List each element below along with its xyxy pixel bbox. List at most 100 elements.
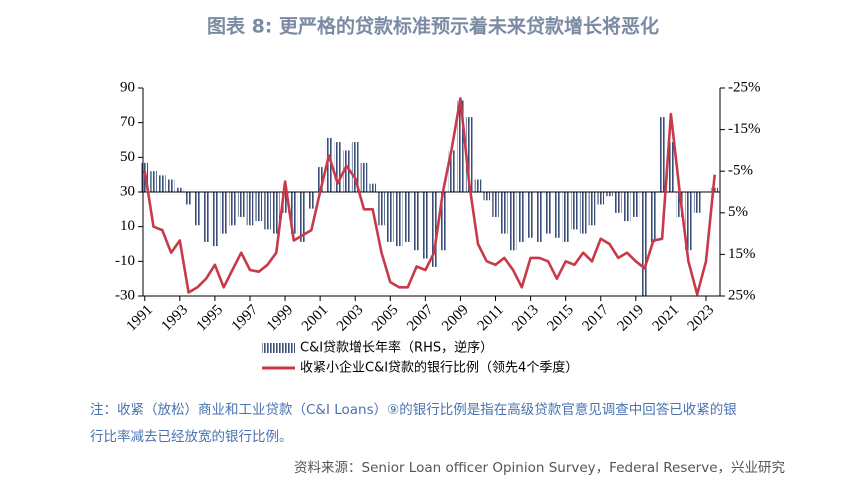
bar [536, 192, 543, 242]
bar [483, 192, 491, 201]
bar [343, 150, 350, 192]
bar [360, 162, 368, 192]
bar [518, 192, 526, 242]
y2-tick-label: 5% [728, 204, 748, 220]
bar [509, 192, 517, 251]
bar [641, 192, 648, 296]
x-tick-label: 2011 [475, 302, 507, 334]
chart-title: 图表 8: 更严格的贷款标准预示着未来贷款增长将恶化 [207, 15, 659, 38]
y-tick-label: 70 [120, 114, 135, 130]
bar [588, 192, 596, 226]
bar [658, 117, 666, 192]
x-tick-label: 2005 [369, 302, 402, 335]
bar [650, 192, 657, 242]
bar [439, 192, 447, 251]
y2-tick-label: -5% [728, 163, 753, 179]
line [143, 97, 716, 296]
y2-tick-label: -15% [728, 121, 761, 137]
x-tick-label: 2019 [615, 302, 648, 335]
x-tick-label: 1993 [159, 302, 192, 335]
bar [167, 179, 175, 192]
y-tick-label: 30 [120, 183, 135, 199]
bar [667, 142, 675, 192]
x-tick-label: 2015 [544, 302, 577, 335]
bar [597, 192, 605, 205]
bar [255, 192, 263, 222]
legend-label: C&I贷款增长年率（RHS，逆序） [300, 340, 493, 356]
x-tick-label: 2003 [334, 302, 367, 335]
bar [571, 192, 578, 230]
bar [176, 187, 184, 192]
x-tick-label: 1991 [123, 302, 156, 335]
bar [474, 179, 482, 192]
bar [325, 137, 333, 192]
x-tick-label: 2009 [439, 302, 472, 335]
bar [229, 192, 236, 226]
bar [676, 192, 683, 217]
y-tick-label: 10 [120, 218, 135, 234]
bar [632, 192, 640, 217]
x-tick-label: 2017 [579, 302, 612, 335]
y-tick-label: -30 [115, 287, 135, 303]
legend-swatch-bar [262, 343, 295, 353]
bar [220, 192, 227, 234]
bar [500, 192, 508, 234]
y2-tick-label: 25% [728, 287, 756, 303]
bar [185, 192, 192, 205]
bar [413, 192, 420, 251]
x-tick-label: 2007 [404, 302, 437, 335]
bar [430, 192, 438, 267]
bar [614, 192, 622, 213]
bar [527, 192, 534, 238]
x-tick-label: 2021 [650, 302, 683, 335]
bar [606, 192, 613, 197]
bar [378, 192, 385, 226]
bar [264, 192, 271, 230]
y-tick-label: 50 [120, 149, 135, 165]
x-tick-label: 1997 [229, 302, 262, 335]
bar [492, 192, 499, 217]
bar [579, 192, 587, 234]
bar [685, 192, 692, 251]
x-tick-label: 2013 [509, 302, 542, 335]
bar [465, 117, 473, 192]
y-tick-label: 90 [120, 79, 135, 95]
bar [553, 192, 561, 238]
bar [334, 142, 341, 192]
bar [693, 192, 701, 213]
legend-label: 收紧小企业C&I贷款的银行比例（领先4个季度） [300, 360, 578, 376]
bar [386, 192, 394, 242]
bar [457, 100, 464, 192]
bar [159, 175, 166, 192]
bar [194, 192, 201, 226]
x-tick-label: 1995 [194, 302, 227, 335]
bar [308, 192, 315, 209]
bar [623, 192, 631, 222]
note: 行比率减去已经放宽的银行比例。 [90, 428, 293, 445]
bar [150, 171, 157, 192]
bar [281, 192, 289, 213]
note: 注：收紧（放松）商业和工业贷款（C&I Loans）⑨的银行比例是指在高级贷款官… [90, 401, 737, 418]
bar [351, 142, 359, 192]
bar [211, 192, 219, 247]
bar [711, 187, 719, 192]
x-tick-label: 1999 [264, 302, 297, 335]
bar [273, 192, 280, 234]
bar [316, 167, 324, 192]
bar [299, 192, 306, 242]
bar [395, 192, 403, 247]
bar [369, 183, 377, 192]
bar [237, 192, 245, 217]
bar [202, 192, 210, 242]
y2-tick-label: -25% [728, 79, 761, 95]
x-tick-label: 2023 [685, 302, 718, 335]
source: 资料来源：Senior Loan officer Opinion Survey，… [294, 460, 785, 476]
bar [404, 192, 412, 242]
bar [544, 192, 552, 234]
bar [422, 192, 429, 259]
bar [246, 192, 254, 226]
bar [562, 192, 569, 242]
x-tick-label: 2001 [299, 302, 332, 335]
y-tick-label: -10 [115, 253, 135, 269]
